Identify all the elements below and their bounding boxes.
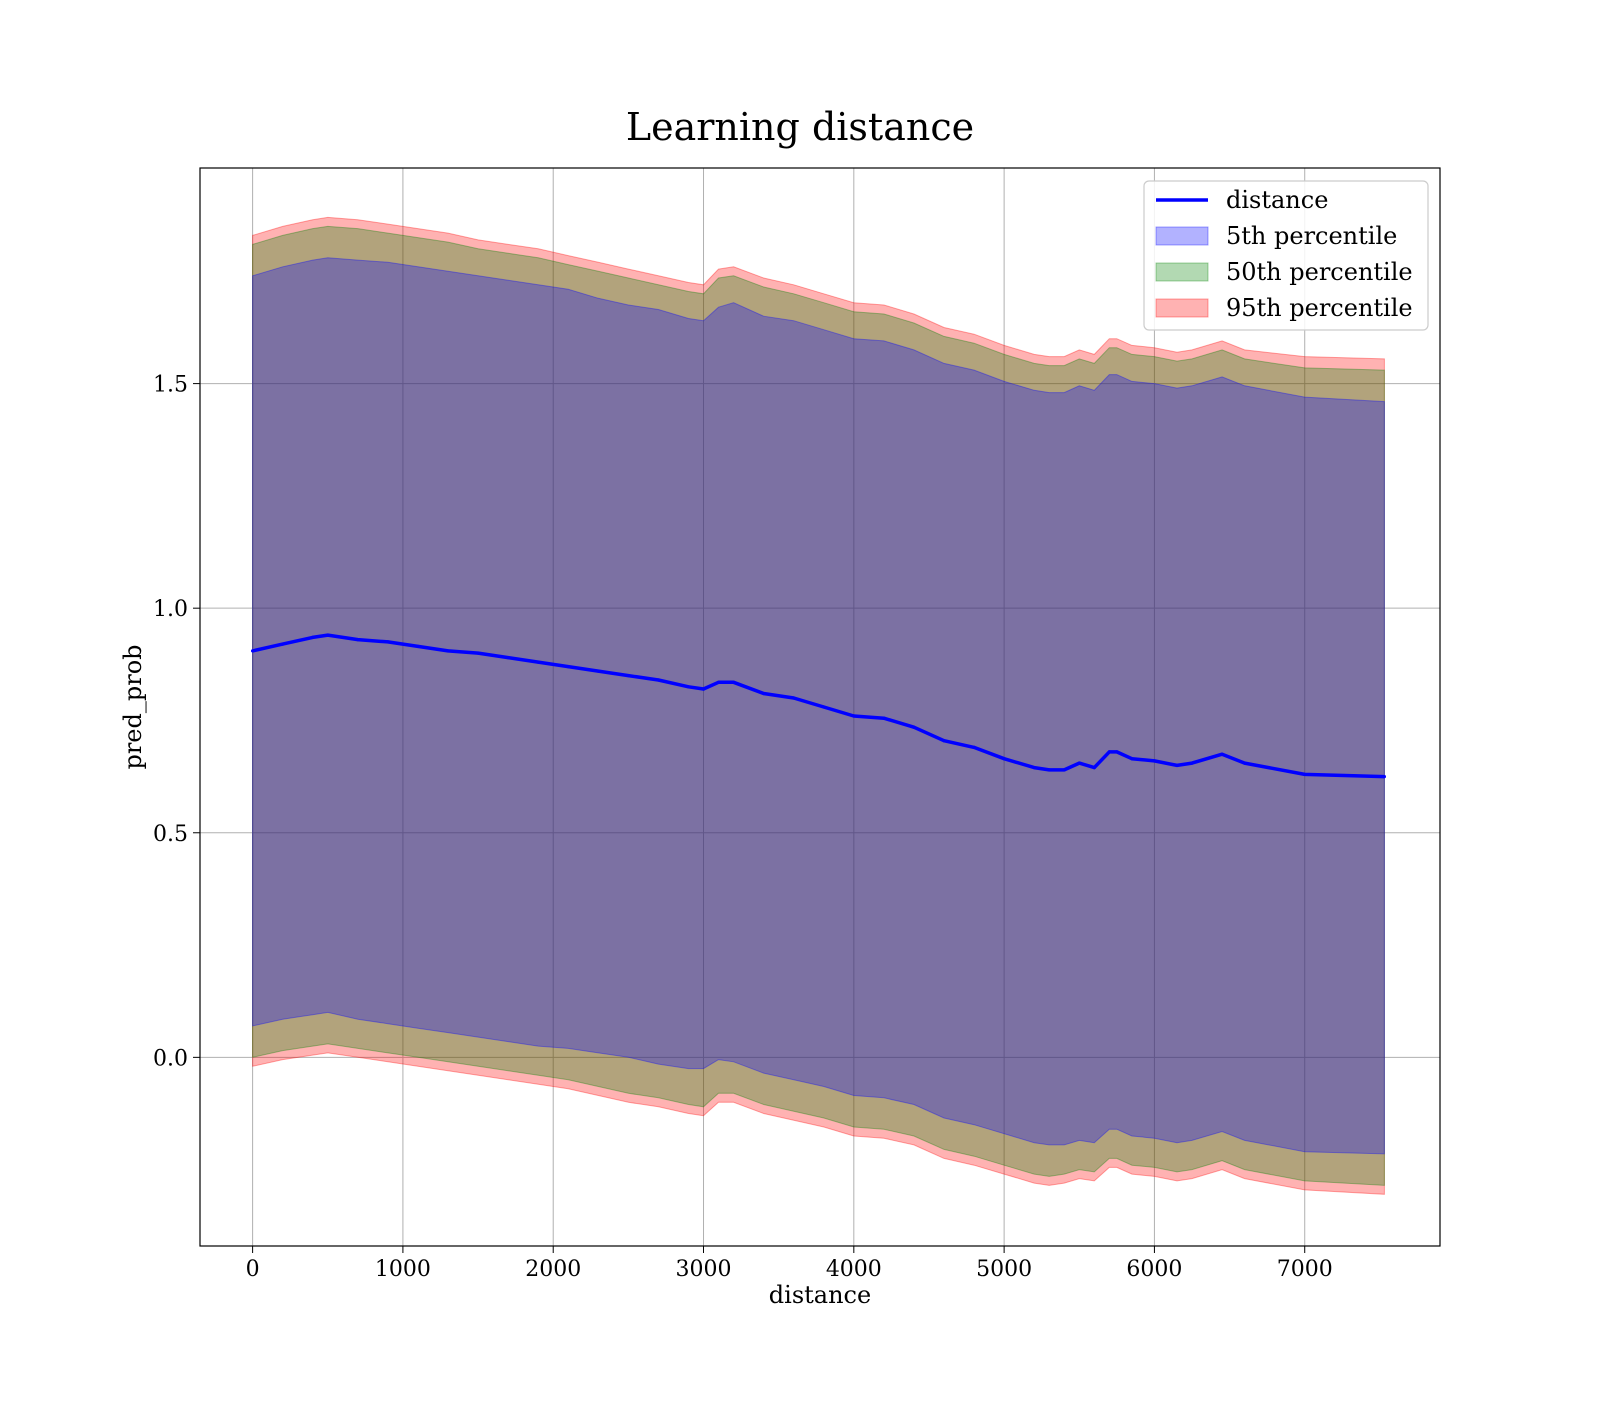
x-tick-label: 2000 xyxy=(525,1257,581,1282)
data-point xyxy=(1382,775,1386,779)
data-point xyxy=(566,665,570,669)
legend-label-distance: distance xyxy=(1226,186,1328,214)
data-point xyxy=(1107,750,1111,754)
y-axis-ticks: 0.0 0.5 1.0 1.5 xyxy=(153,373,200,1071)
legend-swatch-95th-percentile xyxy=(1155,298,1209,318)
data-point xyxy=(1092,766,1096,770)
y-tick-label: 1.5 xyxy=(153,373,188,398)
data-point xyxy=(852,714,856,718)
data-point xyxy=(942,739,946,743)
data-point xyxy=(762,691,766,696)
x-tick-label: 0 xyxy=(246,1257,260,1282)
y-tick-label: 0.5 xyxy=(153,822,188,847)
data-point xyxy=(281,642,285,646)
data-point xyxy=(1062,768,1066,772)
x-tick-label: 4000 xyxy=(826,1257,882,1282)
data-point xyxy=(732,680,736,684)
data-point xyxy=(686,685,691,689)
data-point xyxy=(416,644,420,649)
legend-label-50th-percentile: 50th percentile xyxy=(1226,258,1413,286)
legend-box xyxy=(1143,180,1429,331)
distance-line-layer xyxy=(251,633,1386,779)
data-point xyxy=(882,716,886,720)
data-point xyxy=(912,725,916,729)
data-point xyxy=(822,705,826,709)
data-point xyxy=(716,680,721,684)
y-tick-label: 0.0 xyxy=(153,1046,188,1071)
x-axis-ticks: 0 1000 2000 3000 4000 5000 6000 7000 xyxy=(246,1246,1333,1282)
data-point xyxy=(656,678,661,682)
y-tick-label: 1.0 xyxy=(153,597,188,622)
data-point xyxy=(356,638,360,642)
data-point xyxy=(476,651,480,655)
x-axis-label: distance xyxy=(769,1281,871,1309)
data-point xyxy=(1190,761,1194,765)
data-point xyxy=(792,696,796,700)
data-point xyxy=(626,674,631,678)
data-point xyxy=(536,660,540,664)
grid-lines xyxy=(200,168,1440,1246)
y-axis-label: pred_prob xyxy=(119,644,147,769)
data-point xyxy=(1175,763,1179,768)
legend-label-5th-percentile: 5th percentile xyxy=(1226,222,1397,250)
data-point xyxy=(1077,761,1081,765)
legend: distance 5th percentile 50th percentile 95t… xyxy=(1143,180,1429,331)
x-tick-label: 7000 xyxy=(1277,1257,1333,1282)
legend-swatch-5th-percentile xyxy=(1155,226,1209,246)
data-point xyxy=(701,687,706,691)
data-point xyxy=(446,649,450,653)
data-point xyxy=(1220,752,1224,756)
data-point xyxy=(386,640,390,644)
data-point xyxy=(1002,757,1006,761)
data-point xyxy=(1130,757,1134,761)
data-point xyxy=(506,656,510,660)
data-point xyxy=(1032,766,1036,770)
data-point xyxy=(1152,759,1156,763)
plot-frame xyxy=(199,167,1441,1247)
data-point xyxy=(326,633,330,637)
legend-label-95th-percentile: 95th percentile xyxy=(1226,294,1413,322)
data-point xyxy=(311,635,315,640)
data-point xyxy=(972,745,976,750)
data-point xyxy=(1243,761,1247,765)
x-tick-label: 5000 xyxy=(976,1257,1032,1282)
x-tick-label: 3000 xyxy=(676,1257,732,1282)
legend-swatch-50th-percentile xyxy=(1155,262,1209,282)
x-tick-label: 1000 xyxy=(375,1257,431,1282)
data-point xyxy=(251,649,255,653)
chart-title: Learning distance xyxy=(626,105,974,149)
data-point xyxy=(1047,768,1051,772)
data-point xyxy=(1115,750,1119,754)
data-point xyxy=(1303,772,1307,777)
data-point xyxy=(596,669,600,673)
x-tick-label: 6000 xyxy=(1126,1257,1182,1282)
